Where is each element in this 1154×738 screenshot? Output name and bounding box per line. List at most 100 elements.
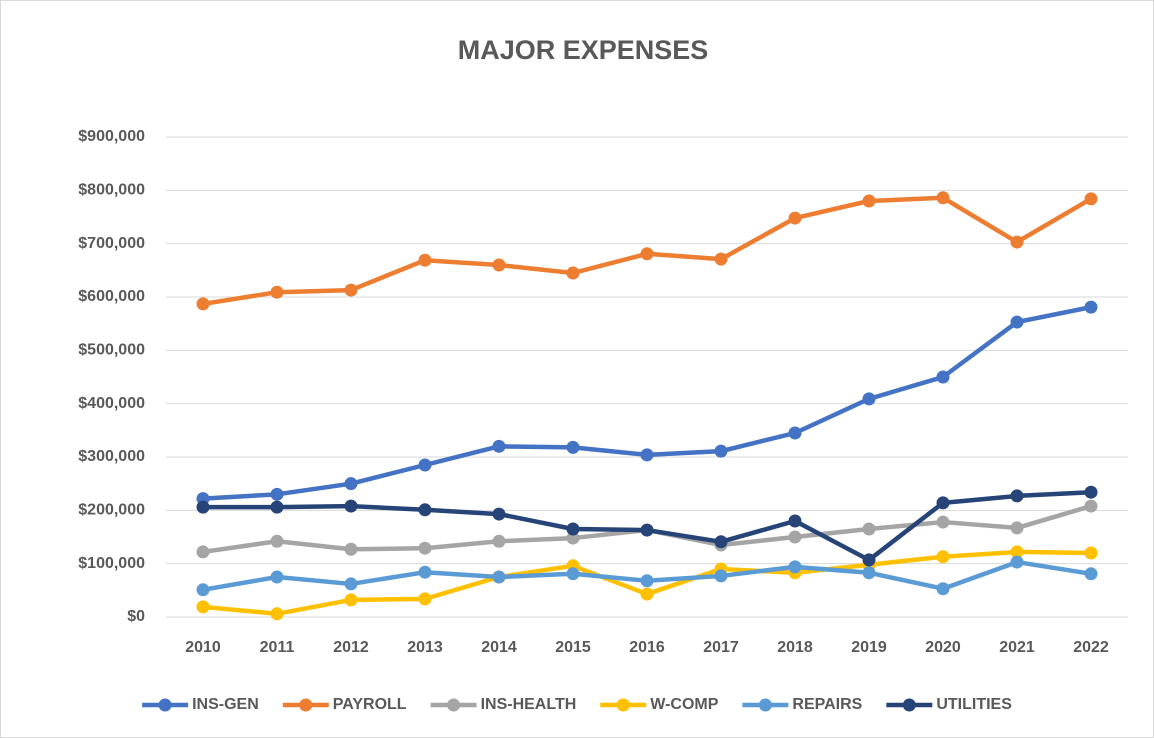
data-point bbox=[1084, 192, 1098, 206]
legend-label: REPAIRS bbox=[792, 696, 862, 713]
data-point bbox=[936, 370, 950, 384]
data-point bbox=[492, 570, 506, 584]
data-point bbox=[640, 448, 654, 462]
data-point bbox=[862, 392, 876, 406]
data-point bbox=[418, 592, 432, 606]
y-tick-label: $600,000 bbox=[78, 288, 145, 305]
data-point bbox=[788, 514, 802, 528]
x-tick-label: 2013 bbox=[407, 639, 443, 656]
x-tick-label: 2020 bbox=[925, 639, 961, 656]
legend-marker bbox=[758, 698, 772, 712]
y-tick-label: $700,000 bbox=[78, 235, 145, 252]
x-tick-label: 2017 bbox=[703, 639, 739, 656]
legend-marker bbox=[158, 698, 172, 712]
x-tick-label: 2015 bbox=[555, 639, 591, 656]
y-tick-label: $100,000 bbox=[78, 555, 145, 572]
legend-label: UTILITIES bbox=[936, 696, 1012, 713]
data-point bbox=[270, 487, 284, 501]
data-point bbox=[270, 285, 284, 299]
chart-title: MAJOR EXPENSES bbox=[458, 35, 709, 65]
data-point bbox=[196, 297, 210, 311]
legend-label: PAYROLL bbox=[333, 696, 407, 713]
data-point bbox=[344, 283, 358, 297]
data-point bbox=[1010, 545, 1024, 559]
data-point bbox=[270, 570, 284, 584]
legend-marker bbox=[902, 698, 916, 712]
x-tick-label: 2019 bbox=[851, 639, 887, 656]
data-point bbox=[714, 252, 728, 266]
data-point bbox=[1084, 300, 1098, 314]
y-tick-label: $800,000 bbox=[78, 182, 145, 199]
data-point bbox=[418, 503, 432, 517]
data-point bbox=[492, 507, 506, 521]
data-point bbox=[936, 496, 950, 510]
legend-label: W-COMP bbox=[650, 696, 718, 713]
data-point bbox=[1010, 489, 1024, 503]
x-tick-label: 2021 bbox=[999, 639, 1035, 656]
x-tick-label: 2011 bbox=[260, 639, 295, 656]
data-point bbox=[196, 583, 210, 597]
x-tick-label: 2014 bbox=[481, 639, 517, 656]
data-point bbox=[936, 191, 950, 205]
data-point bbox=[640, 247, 654, 261]
data-point bbox=[862, 522, 876, 536]
data-point bbox=[640, 574, 654, 588]
data-point bbox=[1010, 555, 1024, 569]
data-point bbox=[270, 534, 284, 548]
data-point bbox=[862, 553, 876, 567]
data-point bbox=[196, 600, 210, 614]
data-point bbox=[566, 440, 580, 454]
data-point bbox=[566, 567, 580, 581]
y-tick-label: $0 bbox=[127, 608, 145, 625]
x-tick-label: 2016 bbox=[629, 639, 665, 656]
data-point bbox=[418, 541, 432, 555]
data-point bbox=[270, 607, 284, 621]
data-point bbox=[1084, 499, 1098, 513]
data-point bbox=[862, 194, 876, 208]
y-tick-label: $300,000 bbox=[78, 448, 145, 465]
data-point bbox=[566, 266, 580, 280]
data-point bbox=[936, 550, 950, 564]
data-point bbox=[936, 582, 950, 596]
data-point bbox=[640, 587, 654, 601]
data-point bbox=[936, 515, 950, 529]
y-tick-label: $400,000 bbox=[78, 395, 145, 412]
data-point bbox=[418, 253, 432, 267]
legend-label: INS-HEALTH bbox=[481, 696, 577, 713]
data-point bbox=[270, 500, 284, 514]
y-tick-label: $500,000 bbox=[78, 342, 145, 359]
data-point bbox=[1084, 485, 1098, 499]
data-point bbox=[788, 426, 802, 440]
data-point bbox=[418, 458, 432, 472]
data-point bbox=[640, 523, 654, 537]
y-tick-label: $900,000 bbox=[78, 128, 145, 145]
x-tick-label: 2010 bbox=[185, 639, 221, 656]
data-point bbox=[344, 542, 358, 556]
data-point bbox=[788, 560, 802, 574]
data-point bbox=[1084, 546, 1098, 560]
x-tick-label: 2018 bbox=[777, 639, 813, 656]
data-point bbox=[1010, 235, 1024, 249]
data-point bbox=[566, 522, 580, 536]
data-point bbox=[196, 500, 210, 514]
x-tick-label: 2022 bbox=[1073, 639, 1109, 656]
legend-marker bbox=[447, 698, 461, 712]
data-point bbox=[344, 593, 358, 607]
data-point bbox=[344, 477, 358, 491]
x-tick-label: 2012 bbox=[333, 639, 369, 656]
data-point bbox=[492, 439, 506, 453]
data-point bbox=[492, 534, 506, 548]
data-point bbox=[566, 531, 580, 545]
data-point bbox=[344, 577, 358, 591]
data-point bbox=[714, 535, 728, 549]
data-point bbox=[714, 444, 728, 458]
data-point bbox=[788, 211, 802, 225]
data-point bbox=[418, 565, 432, 579]
legend-marker bbox=[299, 698, 313, 712]
data-point bbox=[788, 530, 802, 544]
data-point bbox=[714, 569, 728, 583]
data-point bbox=[1010, 315, 1024, 329]
legend-marker bbox=[616, 698, 630, 712]
